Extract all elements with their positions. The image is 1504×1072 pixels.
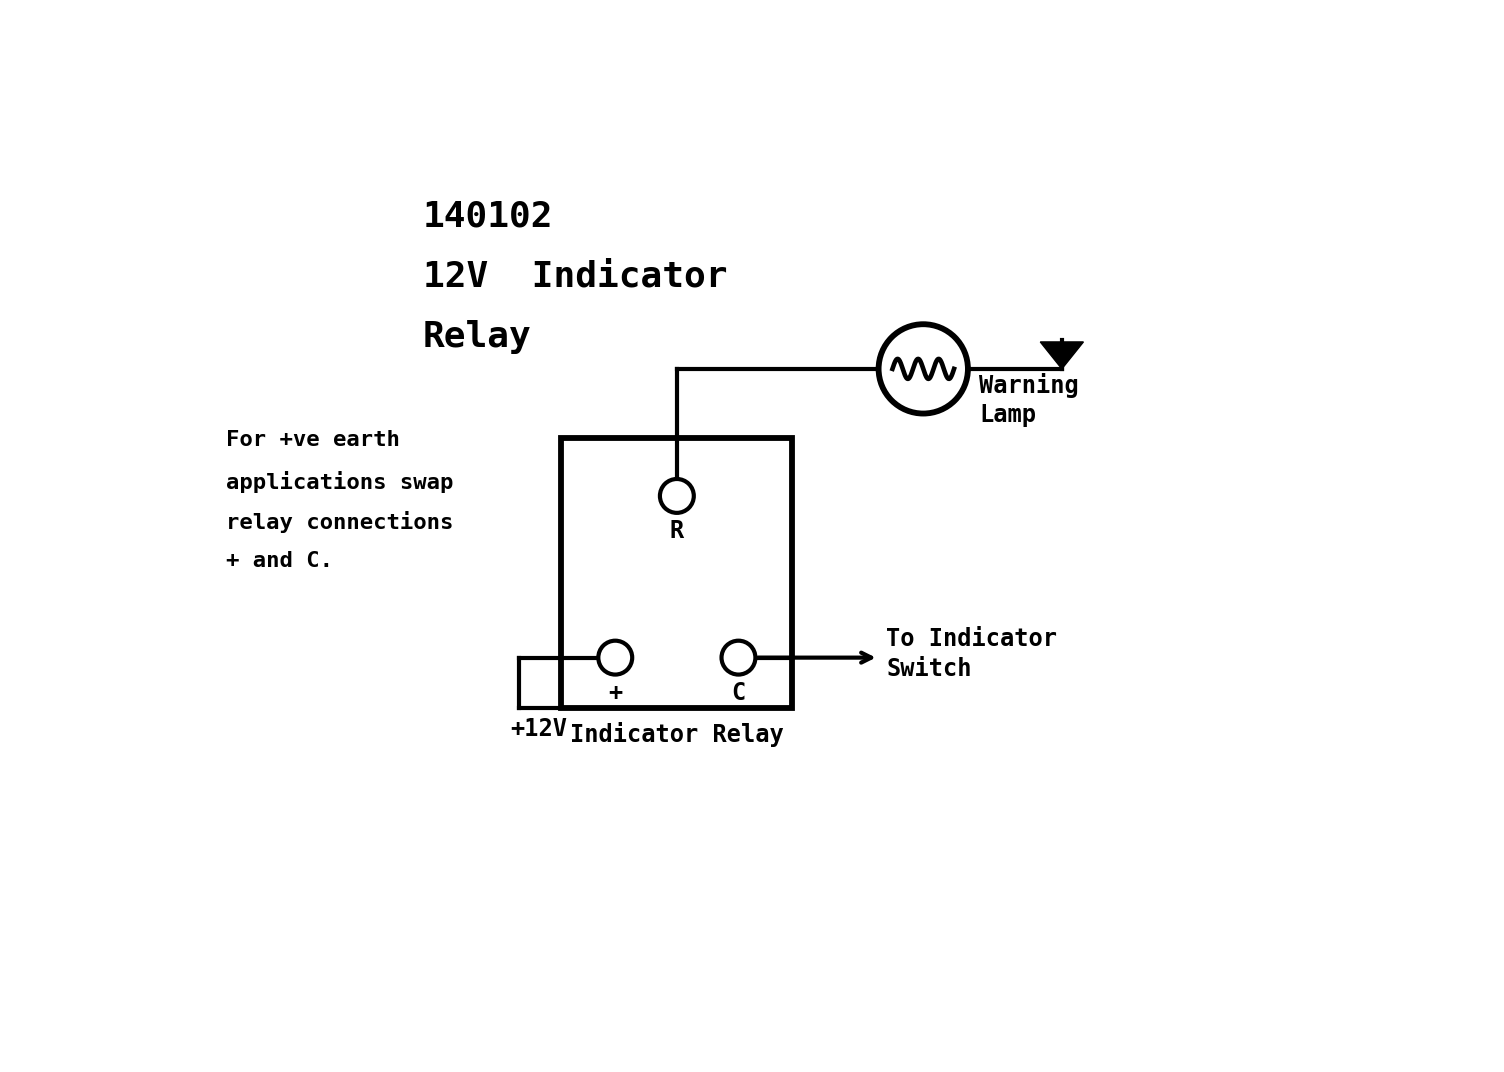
Text: For +ve earth: For +ve earth xyxy=(227,431,400,450)
Text: +12V: +12V xyxy=(510,717,567,741)
Circle shape xyxy=(660,479,693,512)
Text: + and C.: + and C. xyxy=(227,551,334,570)
Text: C: C xyxy=(731,681,746,704)
Text: 12V  Indicator: 12V Indicator xyxy=(423,259,728,294)
Circle shape xyxy=(878,324,969,414)
Text: To Indicator
Switch: To Indicator Switch xyxy=(886,627,1057,681)
Text: applications swap: applications swap xyxy=(227,471,454,492)
Circle shape xyxy=(722,641,755,674)
Circle shape xyxy=(599,641,632,674)
Text: Relay: Relay xyxy=(423,319,531,354)
Text: +: + xyxy=(608,681,623,704)
Text: R: R xyxy=(669,519,684,544)
Text: Warning
Lamp: Warning Lamp xyxy=(979,373,1080,428)
Text: Indicator Relay: Indicator Relay xyxy=(570,721,784,746)
Polygon shape xyxy=(1041,342,1083,369)
Text: relay connections: relay connections xyxy=(227,510,454,533)
Text: 140102: 140102 xyxy=(423,199,553,234)
Bar xyxy=(561,438,793,708)
